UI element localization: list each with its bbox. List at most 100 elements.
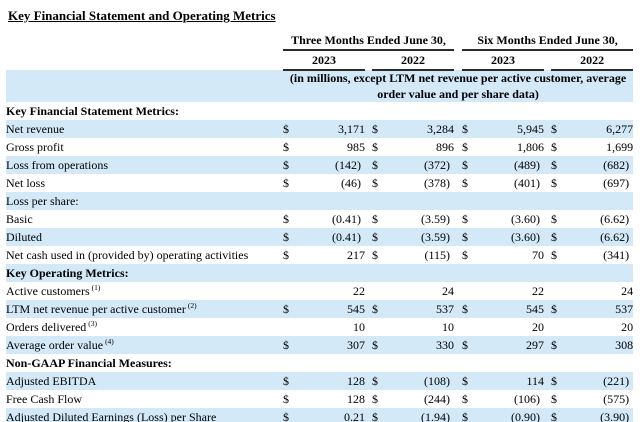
cell-value: (3.60) [511,211,541,226]
dollar-sign: $ [372,175,378,190]
table-row: Key Operating Metrics: [6,264,634,283]
column-gap [544,408,552,422]
column-gap [365,318,372,336]
column-gap [454,174,462,192]
row-label: Free Cash Flow [6,391,82,406]
cell-value: 896 [436,139,455,154]
column-gap [365,372,372,391]
dollar-sign: $ [283,372,301,391]
column-gap [365,156,372,175]
cell-value: (3.90) [569,408,634,422]
column-gap [365,300,372,319]
cell-value: (244) [424,391,451,406]
row-label: Adjusted EBITDA [6,372,283,391]
table-row: LTM net revenue per active customer (2) $5… [6,300,634,319]
dollar-sign: $ [283,211,289,226]
year-header-3m-2023: 2023 [283,50,365,71]
cell-value: 128 [347,391,365,406]
dollar-sign: $ [551,211,558,226]
cell-value: 22 [353,283,365,298]
footnote-marker: (1) [91,283,101,293]
column-gap [365,50,372,70]
cell-value: 537 [390,300,455,319]
cell-value: 217 [347,247,365,262]
cell-value: 0.21 [301,408,365,422]
cell-value: 985 [347,139,365,154]
cell-value: 1,699 [606,139,634,154]
dollar-sign [551,318,569,336]
row-label: Diluted [6,228,283,247]
dollar-sign [551,282,569,300]
table-row: Non-GAAP Financial Measures: [6,354,633,372]
dollar-sign [372,318,390,336]
cell-value: (0.41) [301,228,365,247]
dollar-sign: $ [283,247,289,262]
dollar-sign: $ [372,139,378,154]
column-gap [544,50,551,70]
table-row: Key Financial Statement Metrics: [6,102,633,120]
cell-value: 20 [532,319,545,334]
table-row: Basic $ (0.41) $ (3.59) $ (3.60) $ (6.62) [6,210,633,228]
dollar-sign [462,318,480,336]
row-label: Adjusted Diluted Earnings (Loss) per Sha… [6,408,283,422]
column-gap [544,318,551,336]
dollar-sign: $ [462,175,469,190]
cell-value: 330 [390,336,455,355]
footnote-marker: (3) [88,319,98,329]
column-gap [365,246,372,264]
dollar-sign: $ [372,120,390,139]
row-label: Net revenue [6,120,283,139]
cell-value: (401) [514,175,541,190]
dollar-sign: $ [551,300,570,319]
row-label: Loss from operations [6,156,283,175]
column-gap [544,300,552,319]
header-spacer [6,31,283,50]
column-gap [365,228,372,247]
table-row: Orders delivered (3) 10 10 20 20 [6,318,633,336]
row-label: Average order value (4) [6,336,283,355]
dollar-sign: $ [372,228,390,247]
cell-value: 128 [301,372,365,391]
column-gap [544,336,552,355]
cell-value: (0.41) [332,211,361,226]
row-label: Orders delivered (3) [6,319,98,335]
row-label: Loss per share: [6,192,634,211]
cell-value: (6.62) [569,228,634,247]
cell-value: (142) [301,156,365,175]
dollar-sign: $ [551,247,558,262]
header-spacer [6,70,283,103]
cell-value: 545 [301,300,365,319]
dollar-sign: $ [283,408,301,422]
column-gap [454,282,462,300]
cell-value: 5,945 [480,120,545,139]
dollar-sign: $ [551,156,570,175]
table-row: Net cash used in (provided by) operating… [6,246,633,264]
dollar-sign: $ [372,156,390,175]
column-gap [454,372,463,391]
dollar-sign: $ [283,391,289,406]
column-gap [454,50,462,70]
cell-value: (697) [603,175,630,190]
footnote-marker: (2) [187,301,197,311]
column-gap [365,120,372,139]
column-gap [365,138,372,156]
cell-value: 24 [442,283,455,298]
cell-value: (3.60) [480,228,545,247]
dollar-sign: $ [372,372,390,391]
cell-value: (46) [341,175,361,190]
column-gap [454,336,463,355]
year-header-6m-2023: 2023 [462,50,545,71]
row-label: Active customers (1) [6,283,101,299]
table-row: Adjusted Diluted Earnings (Loss) per Sha… [6,408,634,422]
column-gap [544,156,552,175]
cell-value: 114 [480,372,545,391]
row-label: Key Financial Statement Metrics: [6,103,179,118]
cell-value: 308 [569,336,634,355]
table-row: Loss from operations $ (142) $ (372) $ (489) $(… [6,156,634,175]
cell-value: 545 [480,300,545,319]
dollar-sign: $ [462,408,481,422]
dollar-sign [372,282,390,300]
cell-value: (108) [390,372,455,391]
cell-value: (682) [569,156,634,175]
dollar-sign: $ [283,175,289,190]
